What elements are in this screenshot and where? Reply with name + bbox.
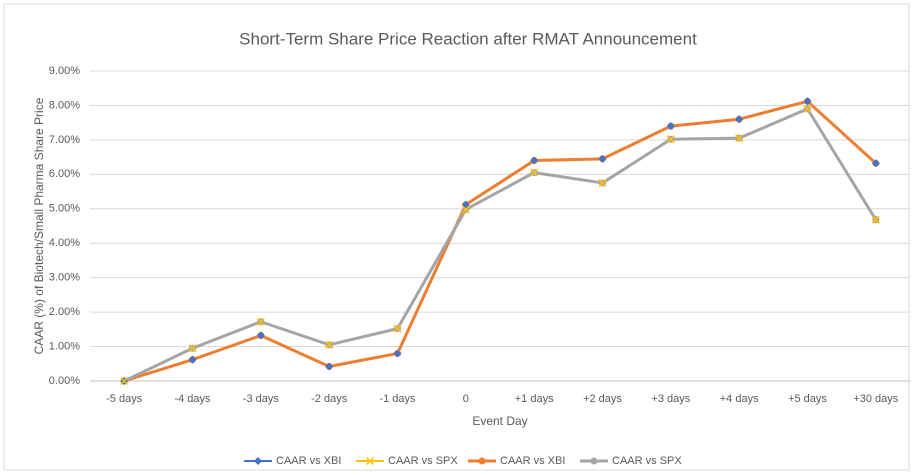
point bbox=[188, 344, 197, 353]
point bbox=[803, 97, 812, 106]
x-tick-label: +4 days bbox=[720, 393, 759, 405]
y-tick-label: 5.00% bbox=[49, 203, 80, 215]
legend-label: CAAR vs XBI bbox=[500, 455, 565, 467]
point bbox=[188, 355, 197, 364]
chart-title: Short-Term Share Price Reaction after RM… bbox=[239, 29, 697, 48]
y-tick-label: 9.00% bbox=[49, 65, 80, 77]
legend-label: CAAR vs SPX bbox=[612, 455, 682, 467]
legend-marker bbox=[365, 456, 375, 466]
x-tick-label: +30 days bbox=[853, 393, 898, 405]
point bbox=[256, 331, 265, 340]
legend-marker bbox=[478, 457, 486, 465]
y-tick-label: 6.00% bbox=[49, 168, 80, 180]
point bbox=[393, 324, 402, 333]
point bbox=[256, 317, 265, 326]
point bbox=[871, 159, 880, 168]
point bbox=[393, 349, 402, 358]
point bbox=[598, 178, 607, 187]
x-tick-label: +3 days bbox=[651, 393, 690, 405]
point bbox=[120, 376, 129, 386]
point bbox=[325, 340, 334, 349]
legend-label: CAAR vs XBI bbox=[276, 455, 341, 467]
x-tick-label: 0 bbox=[463, 393, 469, 405]
legend-marker bbox=[590, 457, 598, 465]
point bbox=[666, 122, 675, 131]
legend-label: CAAR vs SPX bbox=[388, 455, 458, 467]
x-tick-label: +1 days bbox=[515, 393, 554, 405]
y-tick-label: 1.00% bbox=[49, 340, 80, 352]
point bbox=[598, 154, 607, 163]
legend-marker bbox=[254, 457, 262, 465]
series-line bbox=[123, 99, 877, 383]
point bbox=[735, 134, 744, 143]
x-tick-label: -4 days bbox=[174, 393, 211, 405]
point bbox=[735, 115, 744, 124]
x-tick-label: +5 days bbox=[788, 393, 827, 405]
x-tick-label: -2 days bbox=[311, 393, 348, 405]
point bbox=[461, 205, 470, 214]
y-tick-label: 0.00% bbox=[49, 375, 80, 387]
point bbox=[871, 215, 880, 224]
point bbox=[530, 168, 539, 177]
x-tick-label: +2 days bbox=[583, 393, 622, 405]
y-tick-label: 3.00% bbox=[49, 272, 80, 284]
x-axis-title: Event Day bbox=[472, 414, 527, 428]
y-axis-title: CAAR (%) of Biotech/Small Pharma Share P… bbox=[32, 97, 46, 354]
x-tick-label: -3 days bbox=[243, 393, 280, 405]
chart-frame bbox=[3, 3, 910, 471]
point bbox=[325, 362, 334, 371]
y-tick-label: 7.00% bbox=[49, 134, 80, 146]
point bbox=[530, 156, 539, 165]
point bbox=[803, 104, 812, 113]
y-tick-label: 4.00% bbox=[49, 237, 80, 249]
series-line bbox=[123, 107, 878, 383]
x-tick-label: -1 days bbox=[379, 393, 416, 405]
x-tick-label: -5 days bbox=[106, 393, 143, 405]
y-tick-label: 8.00% bbox=[49, 99, 80, 111]
y-tick-label: 2.00% bbox=[49, 306, 80, 318]
point bbox=[666, 135, 675, 144]
